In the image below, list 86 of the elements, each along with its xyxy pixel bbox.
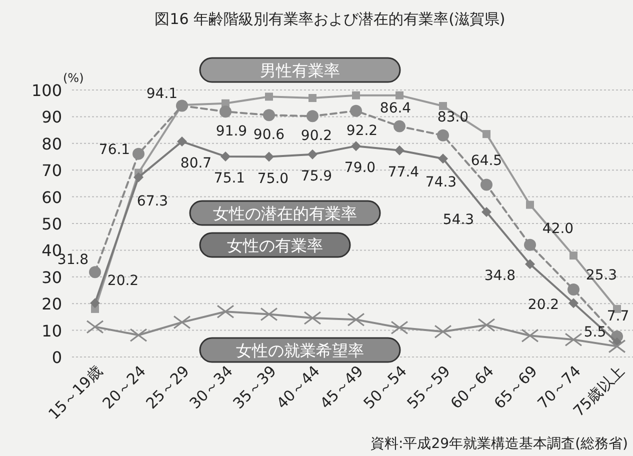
point — [265, 92, 273, 101]
point — [351, 141, 361, 152]
data-label: 67.3 — [136, 193, 168, 210]
text: 女性の潜在的有業率 — [213, 204, 357, 223]
point — [524, 238, 536, 251]
point — [478, 318, 496, 332]
y-axis-title: (%) — [63, 71, 84, 85]
y-tick-label: 20 — [42, 294, 62, 314]
y-tick-label: 80 — [42, 134, 62, 154]
y-tick-label: 70 — [42, 161, 62, 180]
y-tick-label: 0 — [52, 348, 62, 367]
data-label: 34.8 — [484, 268, 516, 284]
point — [347, 312, 365, 326]
data-label: 20.2 — [107, 273, 139, 290]
data-label: 75.9 — [300, 168, 332, 184]
point — [390, 320, 408, 334]
point — [525, 259, 535, 270]
point — [90, 298, 100, 308]
text: 資料:平成29年就業構造基本調査(総務省) — [370, 436, 628, 452]
data-label: 79.0 — [344, 160, 376, 176]
data-label: 83.0 — [437, 109, 469, 126]
point — [177, 136, 187, 147]
data-label: 74.3 — [425, 174, 457, 191]
point — [132, 148, 144, 160]
point — [89, 266, 101, 278]
point — [260, 307, 278, 322]
point — [216, 304, 234, 318]
point — [176, 100, 188, 112]
point — [350, 104, 362, 117]
data-label: 92.2 — [346, 122, 378, 139]
point — [86, 320, 104, 334]
point — [482, 130, 490, 138]
point — [134, 172, 144, 182]
point — [564, 332, 582, 346]
point — [264, 152, 274, 162]
point — [438, 154, 448, 164]
data-label: 7.7 — [606, 308, 630, 324]
point — [396, 91, 404, 100]
point — [220, 151, 230, 162]
data-label: 76.1 — [98, 142, 130, 158]
data-label: 75.1 — [214, 170, 246, 186]
point — [526, 200, 534, 209]
data-label: 94.1 — [146, 86, 178, 102]
y-tick-label: 100 — [31, 81, 62, 100]
point — [439, 102, 447, 110]
data-label: 20.2 — [528, 297, 560, 314]
point — [434, 324, 452, 338]
point — [480, 178, 492, 191]
chart-title: 図16 年齢階級別有業率および潜在的有業率(滋賀県) — [154, 10, 506, 28]
data-label: 91.9 — [216, 124, 248, 140]
point — [568, 283, 580, 296]
series-label: 女性の就業希望率 — [236, 341, 364, 360]
point — [394, 120, 406, 132]
data-label: 42.0 — [542, 220, 574, 237]
point — [263, 109, 275, 122]
point — [352, 91, 360, 100]
point — [220, 106, 232, 118]
data-label: 90.2 — [300, 128, 332, 144]
point — [482, 207, 492, 218]
data-label: 54.3 — [442, 212, 474, 228]
y-tick-label: 50 — [42, 214, 62, 234]
point — [308, 94, 316, 102]
data-label: 64.5 — [470, 152, 502, 169]
data-label: 77.4 — [388, 164, 420, 180]
series-label: 男性有業率 — [260, 61, 340, 80]
data-label: 5.5 — [584, 324, 606, 340]
point — [521, 328, 539, 342]
point — [304, 311, 322, 325]
data-label: 86.4 — [380, 100, 412, 116]
data-label: 75.0 — [257, 170, 289, 187]
y-tick-label: 10 — [42, 321, 62, 340]
y-tick-label: 60 — [42, 188, 62, 207]
point — [130, 328, 148, 342]
y-tick-label: 30 — [42, 268, 62, 287]
data-label: 90.6 — [253, 127, 285, 144]
point — [308, 149, 318, 160]
point — [608, 340, 626, 354]
point — [570, 252, 578, 260]
point — [173, 315, 191, 330]
point — [394, 145, 404, 156]
point — [306, 110, 318, 122]
data-label: 25.3 — [586, 267, 618, 284]
y-tick-label: 90 — [42, 108, 62, 127]
point — [568, 298, 578, 308]
point — [437, 129, 449, 142]
data-label: 80.7 — [180, 156, 212, 172]
